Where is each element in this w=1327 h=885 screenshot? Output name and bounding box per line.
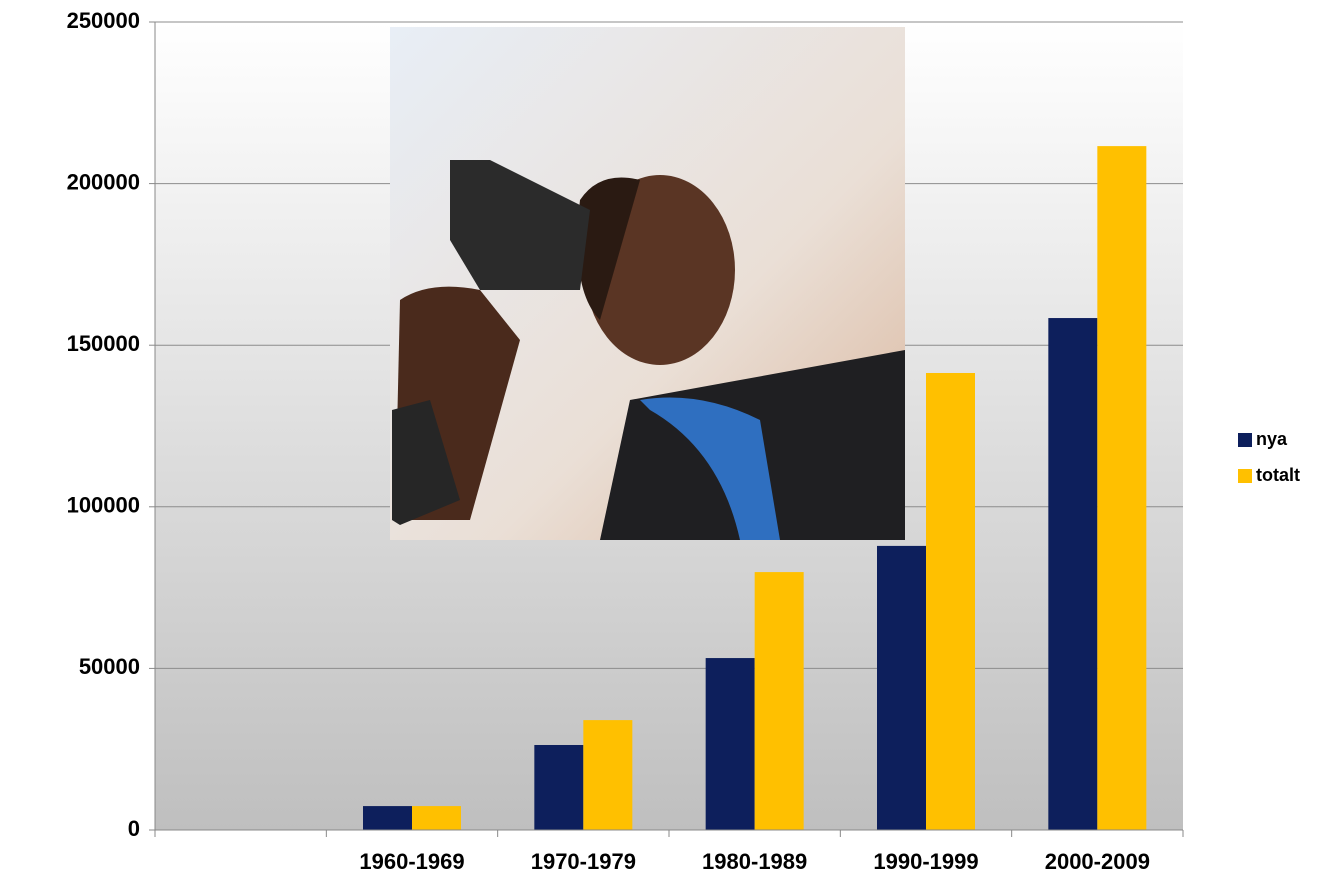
bar [412, 806, 461, 830]
y-tick-label: 250000 [67, 8, 140, 33]
y-tick-label: 150000 [67, 331, 140, 356]
bar [877, 545, 926, 830]
bar [1048, 318, 1098, 830]
bar [705, 658, 755, 830]
x-tick-label: 1960-1969 [359, 849, 464, 874]
bar [754, 572, 804, 830]
photo [390, 27, 905, 540]
y-tick-label: 100000 [67, 493, 140, 518]
y-tick-label: 50000 [79, 654, 140, 679]
y-tick-label: 0 [128, 816, 140, 841]
bar [926, 372, 975, 830]
legend-swatch [1238, 433, 1252, 447]
bar [534, 744, 584, 830]
legend-swatch [1238, 469, 1252, 483]
x-tick-label: 1980-1989 [702, 849, 807, 874]
legend-label: nya [1256, 429, 1288, 449]
legend-label: totalt [1256, 465, 1300, 485]
x-tick-label: 1970-1979 [531, 849, 636, 874]
x-tick-label: 2000-2009 [1045, 849, 1150, 874]
bar [583, 720, 633, 830]
x-tick-label: 1990-1999 [873, 849, 978, 874]
bar [1097, 146, 1147, 831]
y-tick-label: 200000 [67, 169, 140, 194]
bar [363, 806, 412, 830]
